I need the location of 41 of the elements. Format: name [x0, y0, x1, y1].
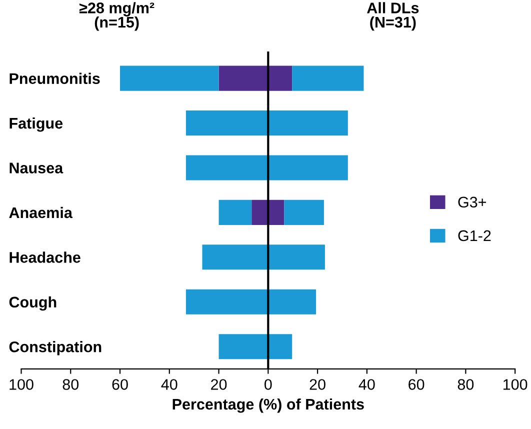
y-tick-label: Fatigue: [10, 117, 63, 132]
text: All DLs (N=31): [367, 2, 419, 31]
legend-label: G3+: [458, 196, 486, 208]
y-tick-label: Pneumonitis: [10, 72, 100, 84]
bar: [284, 200, 324, 225]
bar: [252, 200, 268, 225]
bar: [218, 200, 252, 225]
x-tick-label: 40: [161, 379, 178, 390]
text: ≥28 mg/m² (n=15): [79, 2, 154, 31]
bar: [268, 200, 284, 225]
x-tick-label: 20: [310, 379, 326, 390]
bar: [268, 244, 325, 270]
bar: [292, 66, 364, 91]
x-tick-label: 0: [264, 379, 272, 390]
bar: [218, 66, 268, 91]
x-tick-label: 60: [408, 379, 424, 390]
x-tick-label: 100: [503, 379, 528, 390]
x-axis-title: Percentage (%) of Patients: [172, 398, 364, 413]
x-tick-label: 80: [458, 379, 474, 390]
x-tick-label: 80: [62, 379, 79, 390]
bar: [186, 155, 268, 180]
x-tick-label: 40: [358, 379, 375, 390]
x-tick-label: 20: [211, 379, 227, 390]
x-tick-label: 60: [112, 379, 128, 390]
y-tick-label: Constipation: [9, 341, 102, 356]
bar: [268, 110, 348, 136]
bar: [268, 334, 292, 360]
bar: [186, 289, 268, 314]
y-tick-label: Anaemia: [9, 206, 73, 218]
y-tick-label: Cough: [9, 296, 56, 311]
legend-label: G1-2: [458, 230, 491, 242]
bar: [268, 155, 348, 180]
bar: [268, 66, 292, 91]
bar: [120, 66, 219, 91]
bar: [268, 289, 316, 314]
x-tick-label: 100: [10, 379, 34, 390]
y-tick-label: Headache: [10, 252, 80, 263]
bar: [218, 334, 268, 360]
bar: [186, 110, 268, 136]
y-tick-label: Nausea: [10, 162, 64, 174]
bar: [202, 244, 268, 270]
